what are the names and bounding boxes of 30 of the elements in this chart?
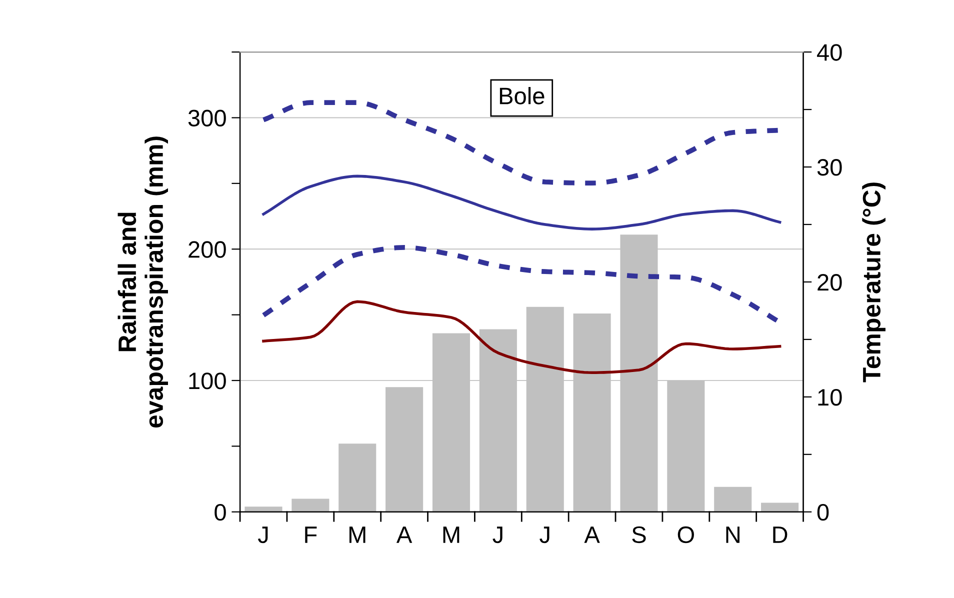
x-tick-label: D	[773, 526, 788, 543]
x-tick-label: J	[258, 526, 268, 544]
x-tick-label: M	[349, 526, 366, 543]
bar	[292, 498, 330, 512]
bar	[338, 444, 376, 512]
x-tick-label: J	[492, 526, 502, 544]
y-tick-label: 0	[214, 504, 226, 521]
y2-tick-label: 10	[818, 388, 842, 406]
y2-tick-label: 0	[817, 504, 829, 521]
x-tick-label: J	[540, 526, 550, 544]
bar	[714, 486, 752, 512]
x-tick-label: M	[443, 526, 460, 543]
x-tick-label: S	[632, 526, 646, 544]
x-tick-label: N	[726, 526, 740, 543]
y-tick-label: 100	[189, 372, 226, 390]
bar	[386, 387, 424, 512]
x-tick-label: A	[584, 526, 600, 543]
y2-tick-label: 20	[818, 274, 842, 291]
y2-axis-title: Temperature (°C)	[862, 182, 886, 382]
y-tick-label: 300	[188, 110, 226, 127]
annotation: Bole	[500, 87, 544, 104]
x-tick-label: F	[305, 526, 317, 543]
y-axis-title: Rainfall and evapotranspiration (mm)	[118, 136, 168, 428]
y2-tick-label: 40	[817, 44, 842, 61]
x-tick-label: O	[678, 526, 694, 544]
y2-tick-label: 30	[817, 159, 842, 176]
bar	[244, 506, 282, 512]
x-tick-label: A	[396, 526, 412, 543]
y-tick-label: 200	[188, 241, 226, 258]
bar	[761, 502, 799, 512]
